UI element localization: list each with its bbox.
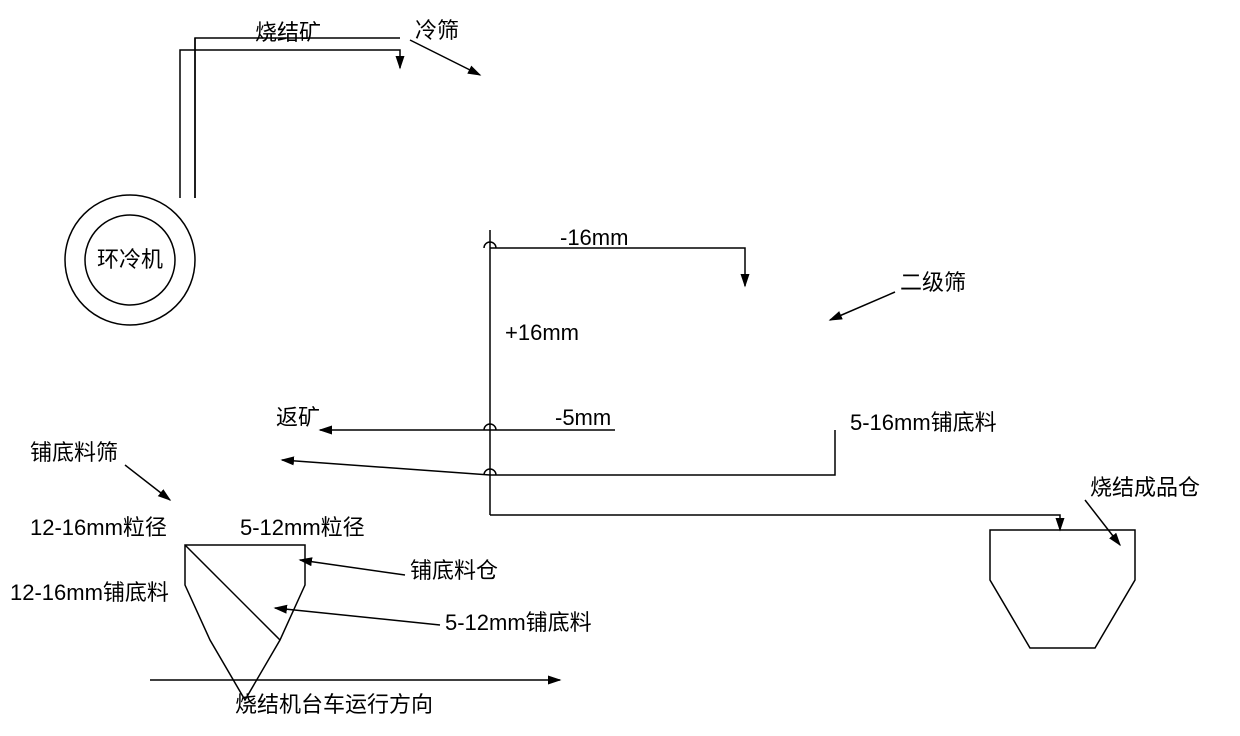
secondary_screen: 二级筛 [900,270,966,295]
plus16: +16mm [505,320,579,345]
finished_bin: 烧结成品仓 [1090,475,1200,500]
trolley_direction: 烧结机台车运行方向 [235,692,433,717]
minus16: -16mm [560,225,628,250]
bedding_12_16: 12-16mm铺底料 [10,580,169,605]
ring_cooler: 环冷机 [97,247,163,272]
size_12_16: 12-16mm粒径 [30,515,167,540]
bedding_bin: 铺底料仓 [410,558,498,583]
bedding_screen: 铺底料筛 [30,440,118,465]
bedding_5_12: 5-12mm铺底料 [445,610,592,635]
minus5: -5mm [555,405,611,430]
size_5_12: 5-12mm粒径 [240,515,365,540]
sinter_ore: 烧结矿 [255,20,321,45]
finished-bin-shape [990,530,1135,648]
cold_screen: 冷筛 [415,18,459,43]
bedding_5_16: 5-16mm铺底料 [850,410,997,435]
return_ore: 返矿 [276,405,320,430]
bedding-bin-shape [185,545,305,700]
